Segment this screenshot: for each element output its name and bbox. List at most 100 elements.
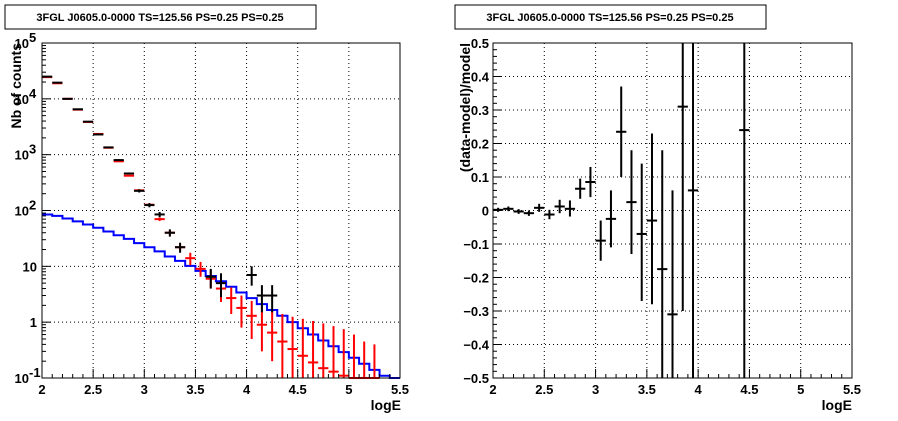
- model-point: [359, 341, 370, 379]
- model-point: [328, 326, 339, 378]
- residual-point: [544, 209, 555, 220]
- residual-point: [677, 43, 688, 311]
- residuals-y-tick-label: −0.4: [463, 338, 489, 353]
- model-point: [287, 316, 298, 378]
- residual-point: [626, 150, 637, 255]
- data-point: [113, 159, 124, 162]
- residual-point: [503, 206, 514, 212]
- residuals-panel: 3FGL J0605.0-0000 TS=125.56 PS=0.25 PS=0…: [454, 4, 861, 413]
- residuals-y-tick-label: 0.5: [471, 36, 489, 51]
- residuals-x-tick-labels: 2 2.5 3 3.5 4 4.5 5 5.5: [489, 382, 861, 397]
- data-point: [164, 229, 175, 237]
- residuals-plot-area: [493, 43, 750, 378]
- model-point: [246, 300, 257, 339]
- model-point: [307, 320, 319, 378]
- counts-y-tick-label: 10: [15, 204, 29, 219]
- residuals-y-tick-label: 0.2: [471, 137, 489, 152]
- data-point: [72, 108, 83, 111]
- residuals-y-tick-label: 0: [482, 204, 489, 219]
- model-point: [348, 334, 360, 379]
- residuals-y-tick-label: 0.4: [471, 70, 490, 85]
- residuals-x-tick-label: 5.5: [843, 382, 861, 397]
- residuals-x-tick-label: 4: [695, 382, 703, 397]
- model-point: [154, 217, 165, 221]
- counts-x-tick-label: 2: [38, 382, 45, 397]
- counts-y-tick-exponent: 2: [29, 198, 36, 213]
- counts-x-tick-label: 4.5: [289, 382, 307, 397]
- residuals-y-tick-label: −0.5: [463, 371, 489, 386]
- counts-y-tick-exponent: 3: [29, 142, 36, 157]
- residuals-x-tick-label: 2: [489, 382, 496, 397]
- model-point: [195, 261, 206, 277]
- residual-point: [595, 220, 606, 261]
- counts-x-axis-title: logE: [371, 397, 401, 413]
- counts-y-tick-label: 10: [15, 92, 29, 107]
- model-point: [318, 323, 329, 378]
- model-point: [277, 314, 288, 378]
- residual-point: [636, 163, 647, 301]
- data-point: [267, 285, 278, 313]
- counts-title-box: [4, 4, 317, 30]
- data-point: [154, 212, 165, 218]
- residual-point: [534, 203, 545, 212]
- residuals-x-axis-title: logE: [822, 397, 852, 413]
- counts-x-tick-labels: 2 2.5 3 3.5 4 4.5 5 5.5: [38, 382, 409, 397]
- counts-plot-area: [42, 75, 400, 379]
- residuals-x-tick-label: 2.5: [535, 382, 553, 397]
- residuals-y-tick-labels: −0.5 −0.4 −0.3 −0.2 −0.1 0 0.1 0.2 0.3 0.4 0.5: [463, 36, 489, 386]
- residuals-y-tick-label: −0.3: [463, 304, 489, 319]
- residual-point: [564, 200, 576, 217]
- residual-point: [739, 43, 750, 378]
- residuals-y-tick-label: 0.3: [471, 103, 489, 118]
- counts-x-tick-label: 4: [243, 382, 251, 397]
- counts-y-tick-exponent: 4: [29, 86, 37, 101]
- counts-panel: 3FGL J0605.0-0000 TS=125.56 PS=0.25 PS=0…: [4, 4, 409, 413]
- residual-point: [605, 190, 617, 248]
- residuals-y-axis-title: (data-model)/model: [457, 43, 473, 172]
- counts-y-tick-label: 10: [15, 371, 29, 386]
- counts-y-tick-label: 10: [15, 148, 29, 163]
- data-point: [123, 172, 135, 175]
- counts-grid: [42, 43, 400, 378]
- data-point: [134, 189, 145, 193]
- residual-point: [687, 43, 699, 378]
- residual-point: [493, 207, 504, 212]
- residuals-x-tick-label: 4.5: [740, 382, 758, 397]
- counts-y-tick-label: 10: [23, 259, 37, 274]
- data-point: [103, 146, 114, 149]
- residual-point: [667, 190, 678, 378]
- counts-y-tick-label: 10: [15, 36, 29, 51]
- residual-point: [657, 150, 668, 378]
- residual-point: [646, 133, 658, 305]
- counts-y-tick-label: 1: [30, 315, 37, 330]
- residual-point: [554, 199, 565, 214]
- data-point: [93, 133, 104, 136]
- residuals-y-tick-label: −0.1: [463, 237, 489, 252]
- model-point: [185, 252, 196, 266]
- data-point: [215, 273, 227, 298]
- counts-x-tick-label: 5.5: [391, 382, 409, 397]
- residuals-x-tick-label: 3: [592, 382, 599, 397]
- model-point: [226, 287, 237, 315]
- counts-y-tick-exponent: -1: [29, 365, 41, 380]
- residuals-title-box: [454, 4, 767, 30]
- counts-x-tick-label: 3.5: [186, 382, 204, 397]
- counts-y-tick-exponent: 5: [29, 30, 36, 45]
- residuals-y-tick-label: 0.1: [471, 170, 489, 185]
- model-point: [267, 310, 278, 362]
- data-point: [246, 266, 257, 286]
- residuals-y-tick-label: −0.2: [463, 271, 489, 286]
- residual-point: [513, 209, 524, 214]
- data-point: [82, 120, 94, 123]
- model-point: [256, 306, 268, 352]
- counts-x-tick-label: 2.5: [84, 382, 102, 397]
- model-point: [297, 318, 308, 378]
- residual-point: [585, 166, 596, 198]
- model-point: [369, 344, 380, 379]
- residuals-x-tick-label: 3.5: [638, 382, 656, 397]
- counts-x-tick-label: 5: [345, 382, 352, 397]
- residual-point: [575, 178, 586, 199]
- counts-title: 3FGL J0605.0-0000 TS=125.56 PS=0.25 PS=0…: [36, 12, 283, 24]
